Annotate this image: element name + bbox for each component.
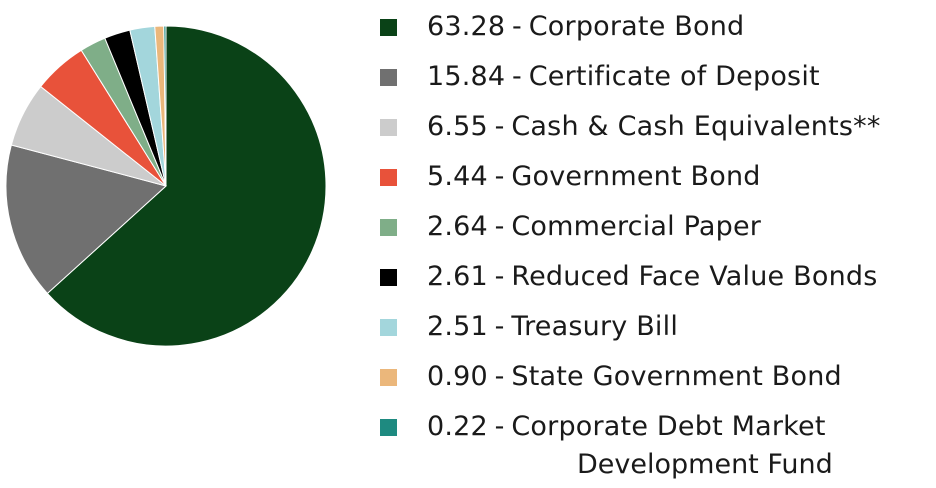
legend-text: Corporate Bond: [528, 11, 745, 42]
legend-text: Government Bond: [511, 161, 761, 192]
legend-value: 0.90: [427, 361, 488, 392]
legend-separator: -: [494, 261, 505, 292]
legend-separator: -: [494, 361, 505, 392]
legend-item-state-government-bond: 0.90- State Government Bond: [380, 353, 936, 393]
legend-text: Corporate Debt Market: [511, 411, 826, 442]
legend-text: Reduced Face Value Bonds: [511, 261, 878, 292]
legend-separator: -: [512, 11, 522, 42]
legend-separator: -: [494, 411, 505, 442]
legend-value: 2.64: [427, 211, 488, 242]
legend-item-commercial-paper: 2.64- Commercial Paper: [380, 203, 936, 243]
legend-text-line2: Development Fund: [577, 449, 833, 480]
legend-text: State Government Bond: [511, 361, 842, 392]
legend-swatch: [380, 69, 397, 86]
pie-slice-corporate-debt-market: [163, 25, 167, 187]
legend-value: 6.55: [427, 111, 488, 142]
legend-separator: -: [494, 211, 505, 242]
legend-value: 5.44: [427, 161, 488, 192]
legend-value: 15.84: [427, 61, 506, 92]
legend-value: 2.61: [427, 261, 488, 292]
legend-item-certificate-of-deposit: 15.84- Certificate of Deposit: [380, 53, 936, 93]
legend-value: 2.51: [427, 311, 488, 342]
legend-swatch: [380, 19, 397, 36]
legend-separator: -: [494, 161, 505, 192]
legend-separator: -: [512, 61, 522, 92]
legend-text: Certificate of Deposit: [528, 61, 820, 92]
legend-swatch: [380, 419, 397, 436]
legend-swatch: [380, 269, 397, 286]
legend-value: 0.22: [427, 411, 488, 442]
legend-swatch: [380, 319, 397, 336]
legend-item-corporate-bond: 63.28- Corporate Bond: [380, 3, 936, 43]
legend-item-corporate-debt-market-development-fund: 0.22- Corporate Debt Market Development F…: [380, 403, 936, 480]
pie-slice-certificate-of-deposit: [5, 144, 168, 295]
legend-swatch: [380, 369, 397, 386]
legend-swatch: [380, 169, 397, 186]
legend-swatch: [380, 119, 397, 136]
legend-item-reduced-face-value-bonds: 2.61- Reduced Face Value Bonds: [380, 253, 936, 293]
pie-slice-corporate-bond: [46, 25, 327, 347]
legend-separator: -: [494, 311, 505, 342]
legend-separator: -: [494, 111, 505, 142]
legend-item-government-bond: 5.44- Government Bond: [380, 153, 936, 193]
legend-text: Cash & Cash Equivalents**: [511, 111, 881, 142]
legend-text: Commercial Paper: [511, 211, 762, 242]
legend-item-cash-equivalents: 6.55- Cash & Cash Equivalents**: [380, 103, 936, 143]
legend-swatch: [380, 219, 397, 236]
legend-text: Treasury Bill: [511, 311, 679, 342]
legend-item-treasury-bill: 2.51- Treasury Bill: [380, 303, 936, 343]
legend-value: 63.28: [427, 11, 506, 42]
pie-chart: [5, 25, 327, 347]
